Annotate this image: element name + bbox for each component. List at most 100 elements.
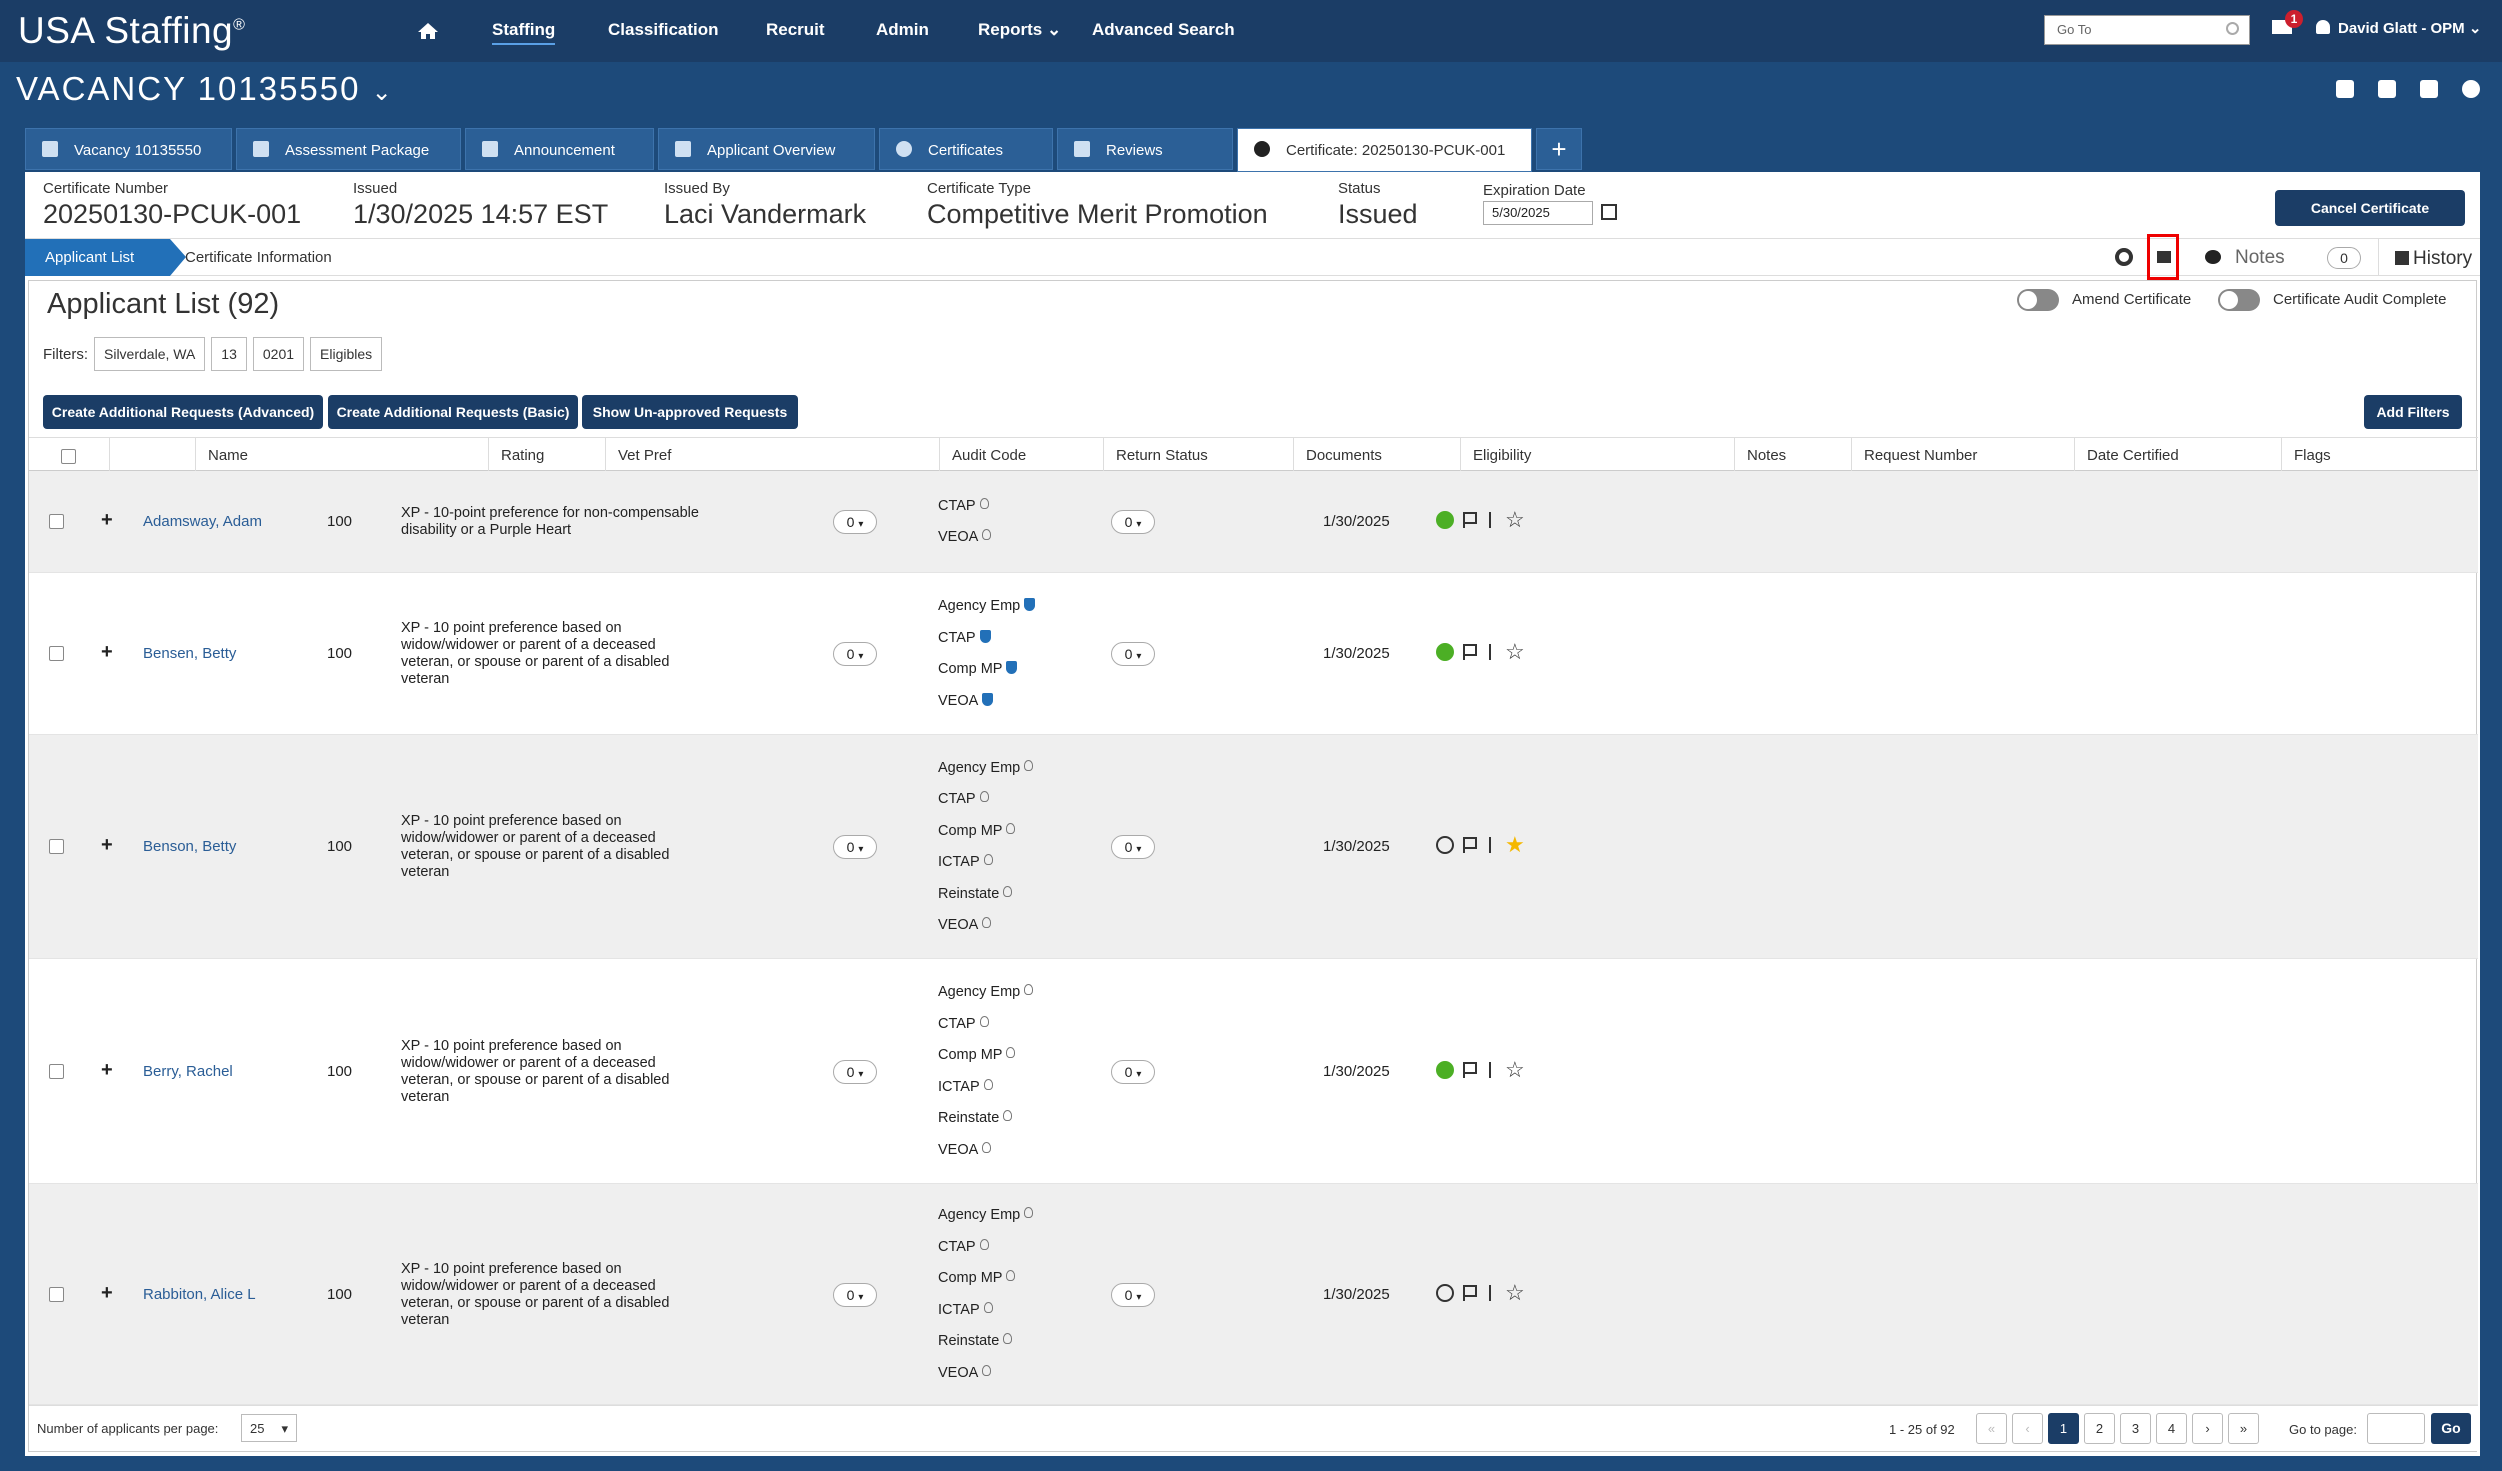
applicant-name-link[interactable]: Benson, Betty bbox=[143, 838, 237, 855]
column-header-eligibility[interactable]: Eligibility bbox=[1460, 438, 1734, 471]
vacancy-title[interactable]: VACANCY 10135550 ⌄ bbox=[16, 70, 394, 107]
flag-icon[interactable] bbox=[1463, 1284, 1477, 1301]
expand-row-icon[interactable]: + bbox=[101, 509, 113, 531]
documents-dropdown[interactable]: 0 ▾ bbox=[833, 642, 877, 666]
documents-dropdown[interactable]: 0 ▾ bbox=[833, 1282, 877, 1307]
tab-reviews[interactable]: Reviews bbox=[1057, 128, 1233, 170]
add-tab-button[interactable]: + bbox=[1536, 128, 1582, 170]
subnav-certificate-information[interactable]: Certificate Information bbox=[185, 249, 332, 266]
tab-certificates[interactable]: Certificates bbox=[879, 128, 1053, 170]
check-circle-icon[interactable] bbox=[1436, 1283, 1454, 1302]
star-icon[interactable]: ★ bbox=[1505, 832, 1525, 858]
pin-icon[interactable] bbox=[1484, 837, 1496, 854]
previous-page-button[interactable]: ‹ bbox=[2012, 1413, 2043, 1444]
tab-vacancy[interactable]: Vacancy 10135550 bbox=[25, 128, 232, 170]
nav-recruit[interactable]: Recruit bbox=[766, 20, 825, 39]
flag-icon[interactable] bbox=[1463, 512, 1477, 529]
check-circle-icon[interactable] bbox=[1436, 643, 1454, 662]
chat-icon[interactable] bbox=[2420, 80, 2438, 98]
check-circle-icon[interactable] bbox=[1436, 1060, 1454, 1079]
page-2-button[interactable]: 2 bbox=[2084, 1413, 2115, 1444]
add-filters-button[interactable]: Add Filters bbox=[2364, 395, 2462, 429]
documents-dropdown[interactable]: 0 ▾ bbox=[833, 835, 877, 859]
flag-icon[interactable] bbox=[1463, 644, 1477, 661]
column-header-return-status[interactable]: Return Status bbox=[1103, 438, 1293, 471]
column-header-audit-code[interactable]: Audit Code bbox=[939, 438, 1103, 471]
expand-row-icon[interactable]: + bbox=[101, 1281, 113, 1304]
expiration-date-input[interactable]: 5/30/2025 bbox=[1483, 201, 1593, 225]
applicant-name-link[interactable]: Bensen, Betty bbox=[143, 645, 237, 662]
goto-input[interactable]: Go To bbox=[2044, 15, 2250, 45]
print-button-highlight[interactable] bbox=[2147, 234, 2179, 280]
usa-staffing-logo[interactable]: USA Staffing® bbox=[18, 10, 246, 51]
nav-classification[interactable]: Classification bbox=[608, 20, 719, 39]
go-button[interactable]: Go bbox=[2431, 1413, 2471, 1444]
check-circle-icon[interactable] bbox=[1436, 511, 1454, 530]
notes-dropdown[interactable]: 0 ▾ bbox=[1111, 510, 1155, 534]
notes-dropdown[interactable]: 0 ▾ bbox=[1111, 642, 1155, 666]
subnav-applicant-list[interactable]: Applicant List bbox=[25, 239, 186, 276]
page-1-button[interactable]: 1 bbox=[2048, 1413, 2079, 1444]
page-3-button[interactable]: 3 bbox=[2120, 1413, 2151, 1444]
create-requests-basic-button[interactable]: Create Additional Requests (Basic) bbox=[328, 395, 578, 429]
help-icon[interactable] bbox=[2462, 80, 2480, 98]
expand-row-icon[interactable]: + bbox=[101, 834, 113, 856]
goto-page-input[interactable] bbox=[2367, 1413, 2425, 1444]
column-header-request-number[interactable]: Request Number bbox=[1851, 438, 2074, 471]
tab-certificate-active[interactable]: Certificate: 20250130-PCUK-001 bbox=[1237, 128, 1532, 172]
expand-row-icon[interactable]: + bbox=[101, 1058, 113, 1081]
column-header-documents[interactable]: Documents bbox=[1293, 438, 1460, 471]
notes-dropdown[interactable]: 0 ▾ bbox=[1111, 1282, 1155, 1307]
home-icon[interactable] bbox=[417, 22, 439, 40]
page-4-button[interactable]: 4 bbox=[2156, 1413, 2187, 1444]
column-header-vet-pref[interactable]: Vet Pref bbox=[605, 438, 939, 471]
filter-chip[interactable]: 13 bbox=[211, 337, 247, 371]
user-menu[interactable]: David Glatt - OPM ⌄ bbox=[2316, 19, 2481, 37]
nav-staffing[interactable]: Staffing bbox=[492, 20, 556, 45]
tab-assessment-package[interactable]: Assessment Package bbox=[236, 128, 461, 170]
tab-applicant-overview[interactable]: Applicant Overview bbox=[658, 128, 875, 170]
pin-icon[interactable] bbox=[1484, 512, 1496, 529]
inbox-icon[interactable] bbox=[2378, 80, 2396, 98]
nav-reports[interactable]: Reports ⌄ bbox=[978, 20, 1062, 39]
applicant-name-link[interactable]: Adamsway, Adam bbox=[143, 513, 262, 530]
row-checkbox[interactable] bbox=[49, 1063, 64, 1079]
column-header-name[interactable]: Name bbox=[195, 438, 488, 471]
row-checkbox[interactable] bbox=[49, 839, 64, 854]
pin-icon[interactable] bbox=[1484, 1061, 1496, 1078]
star-icon[interactable]: ☆ bbox=[1505, 1056, 1525, 1082]
notes-button[interactable]: Notes bbox=[2205, 247, 2285, 269]
column-header-flags[interactable]: Flags bbox=[2281, 438, 2478, 471]
documents-dropdown[interactable]: 0 ▾ bbox=[833, 1059, 877, 1084]
column-header-rating[interactable]: Rating bbox=[488, 438, 605, 471]
star-icon[interactable]: ☆ bbox=[1505, 639, 1525, 665]
cancel-certificate-button[interactable]: Cancel Certificate bbox=[2275, 190, 2465, 226]
checklist-icon[interactable] bbox=[2336, 80, 2354, 98]
nav-advanced-search[interactable]: Advanced Search bbox=[1092, 20, 1235, 39]
column-header-date-certified[interactable]: Date Certified bbox=[2074, 438, 2281, 471]
next-page-button[interactable]: › bbox=[2192, 1413, 2223, 1444]
applicant-name-link[interactable]: Rabbiton, Alice L bbox=[143, 1285, 256, 1303]
pin-icon[interactable] bbox=[1484, 1284, 1496, 1301]
row-checkbox[interactable] bbox=[49, 646, 64, 661]
notes-dropdown[interactable]: 0 ▾ bbox=[1111, 1059, 1155, 1084]
create-requests-advanced-button[interactable]: Create Additional Requests (Advanced) bbox=[43, 395, 323, 429]
tab-announcement[interactable]: Announcement bbox=[465, 128, 654, 170]
amend-certificate-toggle[interactable] bbox=[2017, 289, 2059, 311]
filter-chip[interactable]: Silverdale, WA bbox=[94, 337, 206, 371]
flag-icon[interactable] bbox=[1463, 837, 1477, 854]
show-unapproved-button[interactable]: Show Un-approved Requests bbox=[582, 395, 798, 429]
documents-dropdown[interactable]: 0 ▾ bbox=[833, 510, 877, 534]
calendar-icon[interactable] bbox=[1601, 204, 1617, 220]
flag-icon[interactable] bbox=[1463, 1061, 1477, 1078]
check-circle-icon[interactable] bbox=[1436, 836, 1454, 855]
first-page-button[interactable]: « bbox=[1976, 1413, 2007, 1444]
filter-chip[interactable]: Eligibles bbox=[310, 337, 383, 371]
pin-icon[interactable] bbox=[1484, 644, 1496, 661]
nav-admin[interactable]: Admin bbox=[876, 20, 929, 39]
per-page-select[interactable]: 25 ▾ bbox=[241, 1414, 297, 1442]
row-checkbox[interactable] bbox=[49, 514, 64, 529]
star-icon[interactable]: ☆ bbox=[1505, 1279, 1525, 1305]
last-page-button[interactable]: » bbox=[2228, 1413, 2259, 1444]
select-all-checkbox[interactable] bbox=[61, 449, 76, 464]
